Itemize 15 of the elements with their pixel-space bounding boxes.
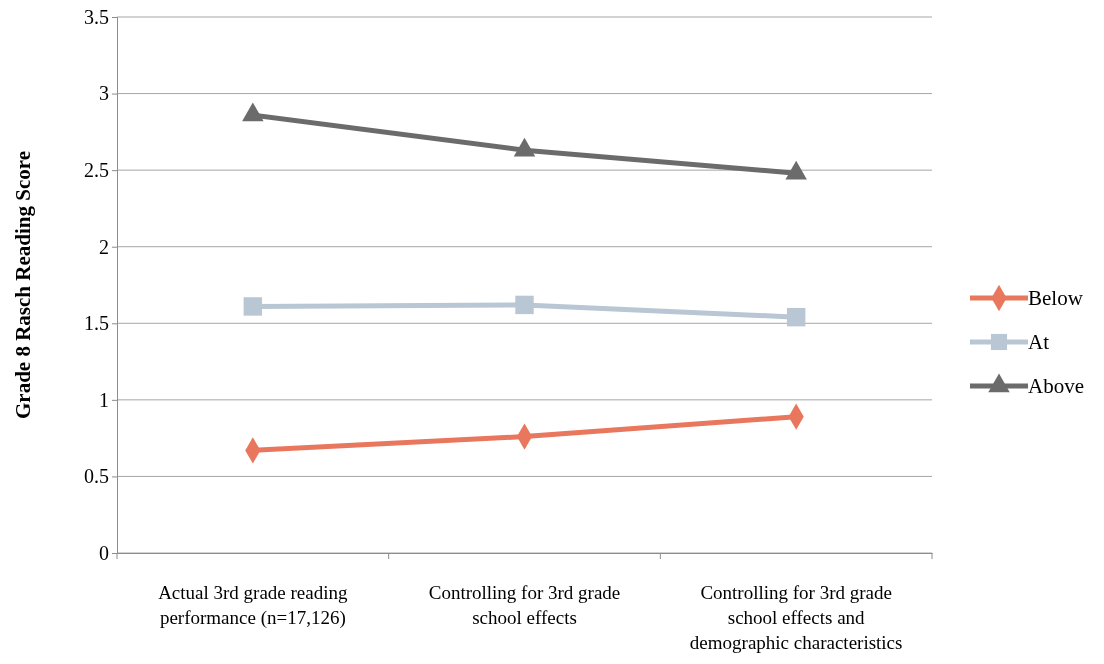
y-tick-label: 1.5	[84, 312, 109, 335]
x-tick-label: Actual 3rd grade reading performance (n=17,126)	[158, 582, 349, 629]
y-tick-label: 3.5	[84, 5, 109, 28]
legend-label: At	[1028, 330, 1050, 354]
y-axis-title: Grade 8 Rasch Reading Score	[11, 151, 35, 419]
legend-label: Below	[1028, 286, 1084, 310]
y-tick-label: 3	[99, 82, 109, 105]
legend-label: Above	[1028, 374, 1084, 398]
y-tick-label: 0.5	[84, 465, 109, 488]
y-tick-label: 1	[99, 388, 109, 411]
x-tick-label: Controlling for 3rd grade school effects	[428, 582, 621, 628]
y-tick-label: 2	[99, 235, 109, 258]
y-tick-label: 2.5	[84, 159, 109, 182]
x-tick-label: Controlling for 3rd grade school effects and demographic characteristics	[689, 582, 903, 653]
y-tick-label: 0	[99, 541, 109, 564]
